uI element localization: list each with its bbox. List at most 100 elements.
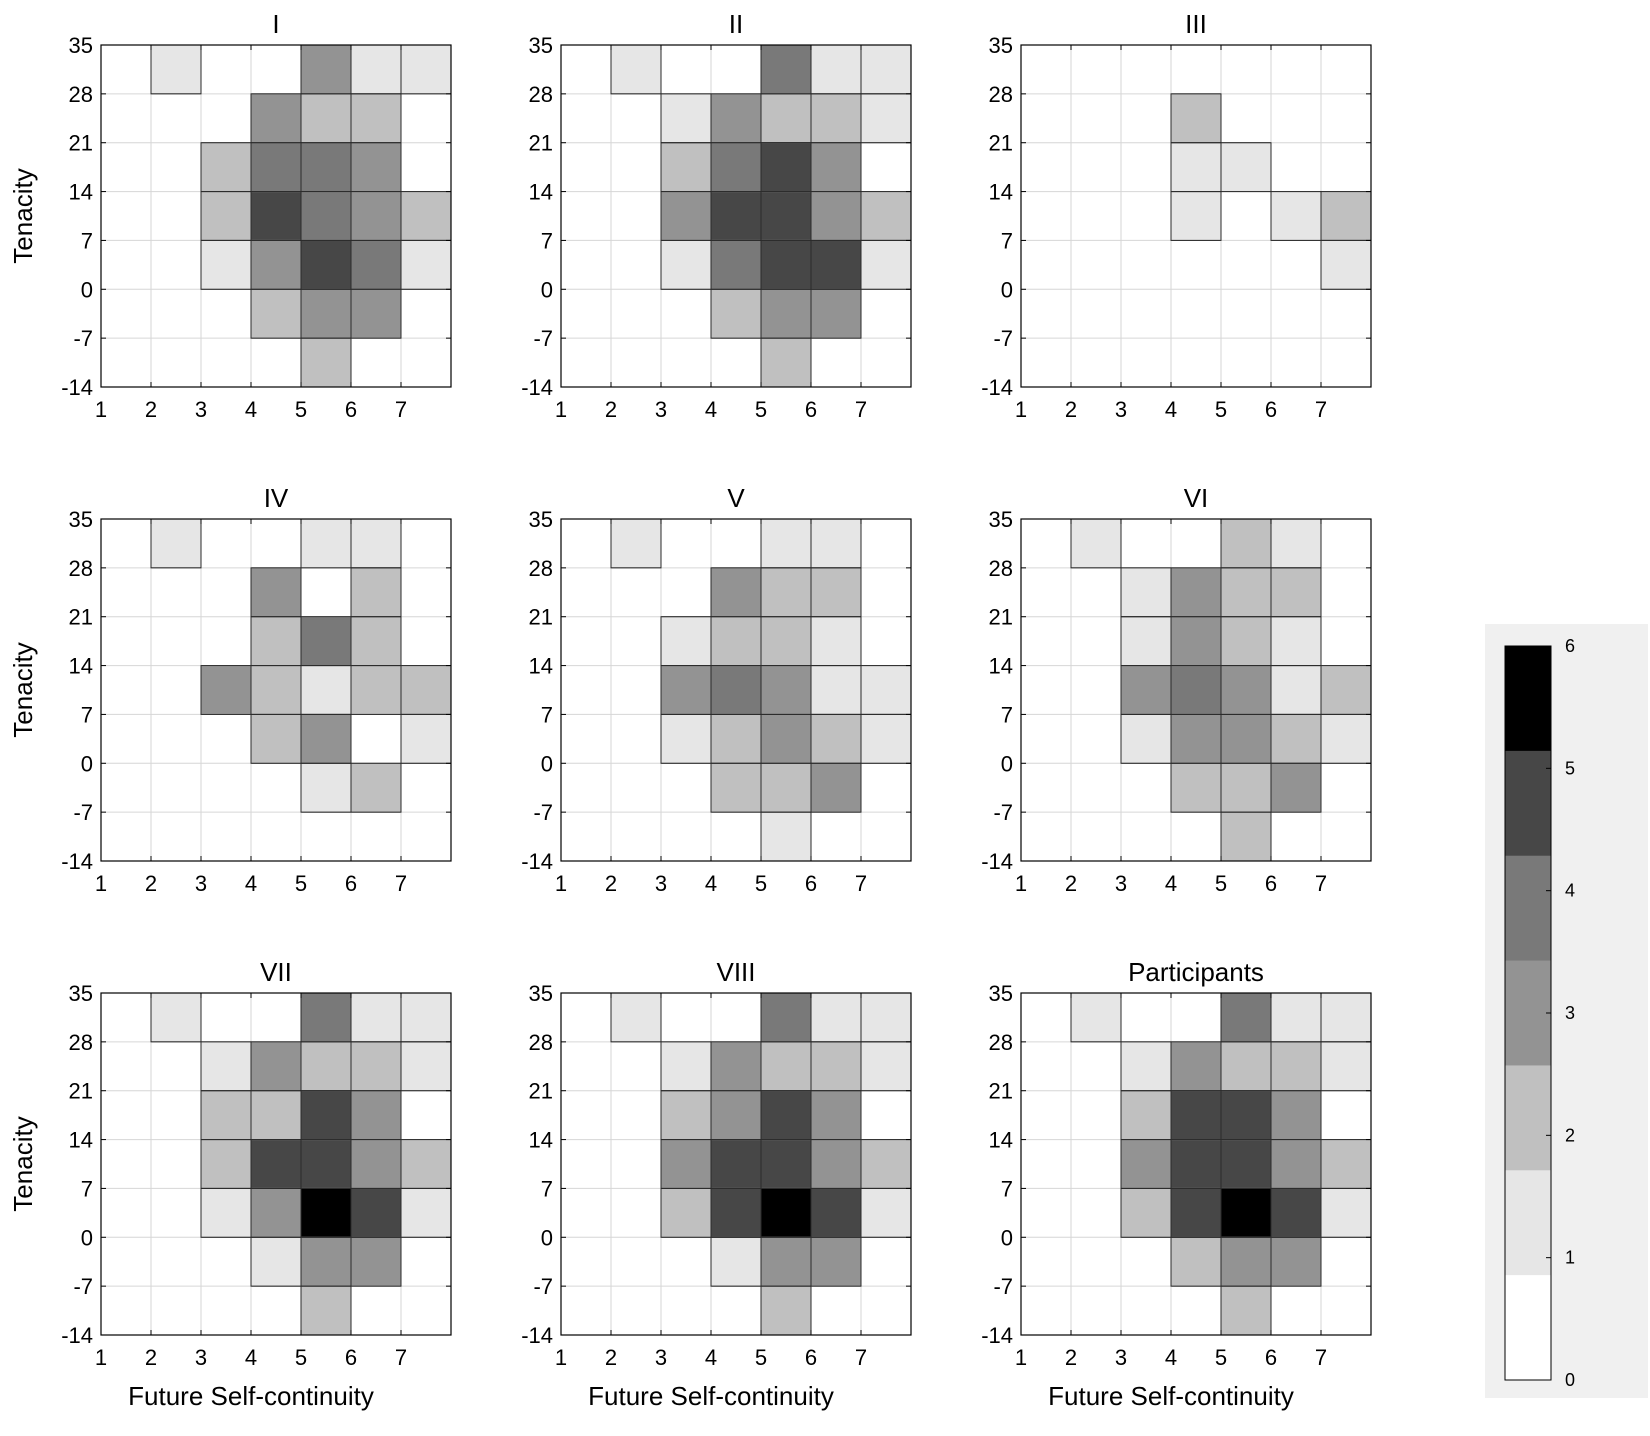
heatmap-cell bbox=[810, 93, 862, 144]
heatmap-cell bbox=[350, 1090, 402, 1141]
x-tick-label: 2 bbox=[1065, 1345, 1077, 1370]
heatmap-cell bbox=[250, 191, 302, 241]
x-tick-label: 2 bbox=[145, 871, 157, 896]
heatmap-cell bbox=[1320, 665, 1372, 715]
colorbar-segment bbox=[1505, 1065, 1551, 1171]
heatmap-cell bbox=[350, 518, 402, 569]
y-tick-label: 14 bbox=[69, 180, 93, 205]
heatmap-cell bbox=[200, 239, 252, 290]
x-tick-label: 3 bbox=[195, 1345, 207, 1370]
x-axis-label: Future Self-continuity bbox=[588, 1381, 834, 1411]
heatmap-cell bbox=[200, 1187, 252, 1238]
heatmap-cell bbox=[760, 992, 812, 1043]
y-tick-label: -14 bbox=[521, 375, 553, 400]
y-tick-label: -7 bbox=[73, 800, 93, 825]
heatmap-cell bbox=[250, 1187, 302, 1238]
y-tick-label: 21 bbox=[529, 605, 553, 630]
y-tick-label: 28 bbox=[69, 1030, 93, 1055]
y-tick-label: 7 bbox=[81, 228, 93, 253]
x-tick-label: 2 bbox=[1065, 871, 1077, 896]
heatmap-cell bbox=[660, 191, 712, 241]
heatmap-cell bbox=[400, 1041, 452, 1092]
heatmap-cell bbox=[300, 713, 352, 764]
panel-title: IV bbox=[264, 483, 289, 513]
y-tick-label: -7 bbox=[73, 1274, 93, 1299]
heatmap-cell bbox=[860, 665, 912, 715]
axes-frame bbox=[1020, 518, 1372, 862]
heatmap-cell bbox=[200, 1139, 252, 1189]
heatmap-cell bbox=[350, 1041, 402, 1092]
heatmap-cell-border bbox=[1170, 191, 1222, 241]
y-tick-label: 14 bbox=[989, 1128, 1013, 1153]
y-tick-label: -7 bbox=[993, 1274, 1013, 1299]
heatmap-cell bbox=[300, 1139, 352, 1189]
heatmap-cell bbox=[300, 616, 352, 667]
x-tick-label: 4 bbox=[705, 871, 717, 896]
heatmap-cell bbox=[150, 518, 202, 569]
y-tick-label: 28 bbox=[529, 1030, 553, 1055]
heatmap-cell bbox=[1120, 567, 1172, 618]
x-tick-label: 1 bbox=[1015, 1345, 1027, 1370]
y-tick-label: 21 bbox=[69, 131, 93, 156]
heatmap-cell bbox=[1170, 93, 1222, 144]
x-tick-label: 2 bbox=[145, 397, 157, 422]
x-tick-label: 6 bbox=[345, 397, 357, 422]
y-tick-label: 35 bbox=[529, 33, 553, 58]
y-tick-label: -14 bbox=[521, 1323, 553, 1348]
heatmap-cell bbox=[200, 191, 252, 241]
axes-frame bbox=[100, 518, 452, 862]
heatmap-cell bbox=[810, 992, 862, 1043]
y-tick-label: 35 bbox=[69, 507, 93, 532]
heatmap-cell bbox=[200, 1041, 252, 1092]
x-tick-label: 7 bbox=[855, 1345, 867, 1370]
x-tick-label: 1 bbox=[555, 1345, 567, 1370]
y-tick-label: 0 bbox=[81, 1225, 93, 1250]
x-tick-label: 5 bbox=[1215, 1345, 1227, 1370]
panel-title: III bbox=[1185, 9, 1207, 39]
heatmap-cell bbox=[810, 191, 862, 241]
x-tick-label: 4 bbox=[1165, 1345, 1177, 1370]
heatmap-cell bbox=[350, 93, 402, 144]
colorbar-segment bbox=[1505, 1170, 1551, 1276]
heatmap-cell bbox=[250, 567, 302, 618]
heatmap-cell bbox=[250, 616, 302, 667]
heatmap-cell bbox=[860, 44, 912, 95]
y-tick-label: 0 bbox=[541, 751, 553, 776]
heatmap-cell bbox=[810, 713, 862, 764]
x-tick-label: 7 bbox=[1315, 871, 1327, 896]
panel-8: 1 2 3 4 5 6 7 -14 -7 0 7 14 21 28 35 Participants Future… bbox=[981, 957, 1372, 1411]
heatmap-cell bbox=[760, 44, 812, 95]
x-tick-label: 3 bbox=[1115, 397, 1127, 422]
heatmap-cell bbox=[1270, 616, 1322, 667]
heatmap-cell bbox=[1220, 567, 1272, 618]
y-tick-label: 21 bbox=[69, 1079, 93, 1104]
y-tick-label: 14 bbox=[529, 1128, 553, 1153]
heatmap-cell bbox=[760, 288, 812, 339]
heatmap-cell-border bbox=[350, 762, 402, 813]
heatmap-cell bbox=[1320, 992, 1372, 1043]
heatmap-cell bbox=[150, 992, 202, 1043]
y-tick-label: 21 bbox=[989, 1079, 1013, 1104]
heatmap-cell bbox=[810, 1139, 862, 1189]
x-tick-label: 4 bbox=[705, 397, 717, 422]
heatmap-cell bbox=[1170, 1139, 1222, 1189]
x-tick-label: 7 bbox=[395, 397, 407, 422]
y-tick-label: 28 bbox=[989, 82, 1013, 107]
heatmap-cell bbox=[1170, 1236, 1222, 1287]
heatmap-cell bbox=[810, 1236, 862, 1287]
heatmap-cell bbox=[760, 1139, 812, 1189]
y-tick-label: -7 bbox=[533, 326, 553, 351]
heatmap-cell bbox=[250, 1090, 302, 1141]
y-tick-label: 21 bbox=[529, 1079, 553, 1104]
heatmap-cell-border bbox=[1220, 142, 1272, 193]
heatmap-cell bbox=[660, 1139, 712, 1189]
heatmap-cell bbox=[400, 1139, 452, 1189]
heatmap-cell bbox=[150, 44, 202, 95]
heatmap-cell bbox=[810, 288, 862, 339]
heatmap-cell bbox=[710, 762, 762, 813]
x-tick-label: 2 bbox=[605, 871, 617, 896]
heatmap-cell-border bbox=[350, 1236, 402, 1287]
heatmap-cell bbox=[1220, 811, 1272, 862]
heatmap-cell bbox=[660, 142, 712, 193]
heatmap-cell bbox=[710, 191, 762, 241]
